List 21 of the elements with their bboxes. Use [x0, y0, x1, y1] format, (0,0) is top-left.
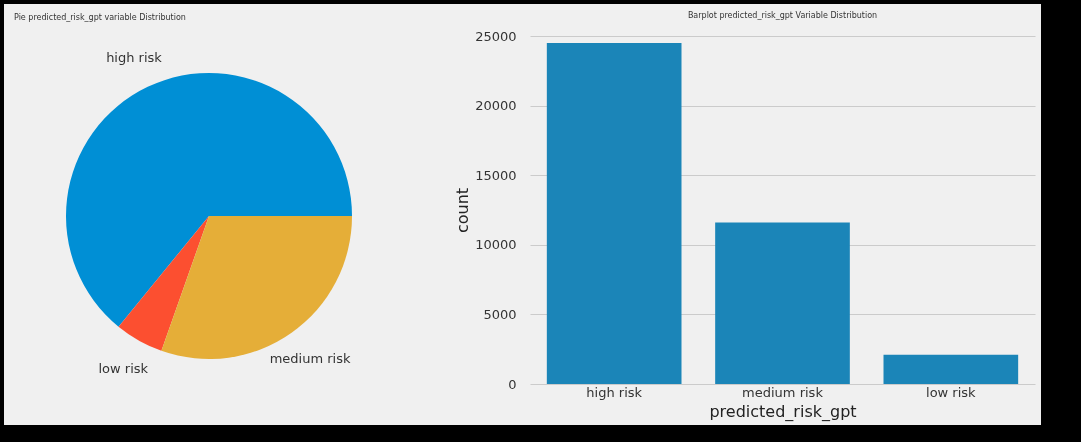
y-tick-label: 10000 [475, 237, 517, 253]
x-tick-label: medium risk [742, 384, 824, 400]
x-tick-label: high risk [586, 384, 643, 400]
slice-label: low risk [98, 360, 149, 376]
pie-slice [118, 216, 209, 351]
bar [546, 42, 682, 384]
bar [883, 354, 1019, 384]
slice-label: high risk [106, 49, 163, 65]
y-tick-label: 5000 [483, 306, 517, 322]
slice-label: medium risk [269, 350, 351, 366]
pie-slice [66, 73, 352, 327]
y-tick-label: 20000 [475, 98, 517, 114]
y-tick-label: 15000 [475, 167, 517, 183]
x-axis-title: predicted_risk_gpt [709, 401, 857, 422]
y-tick-label: 25000 [475, 28, 517, 44]
chart-title: Pie predicted_risk_gpt variable Distribution [14, 13, 186, 22]
y-tick-label: 0 [508, 376, 517, 392]
bar [715, 222, 850, 384]
x-tick-label: low risk [926, 384, 977, 400]
chart-title: Barplot predicted_risk_gpt Variable Distribution [687, 11, 878, 20]
y-axis-title: count [453, 187, 473, 234]
